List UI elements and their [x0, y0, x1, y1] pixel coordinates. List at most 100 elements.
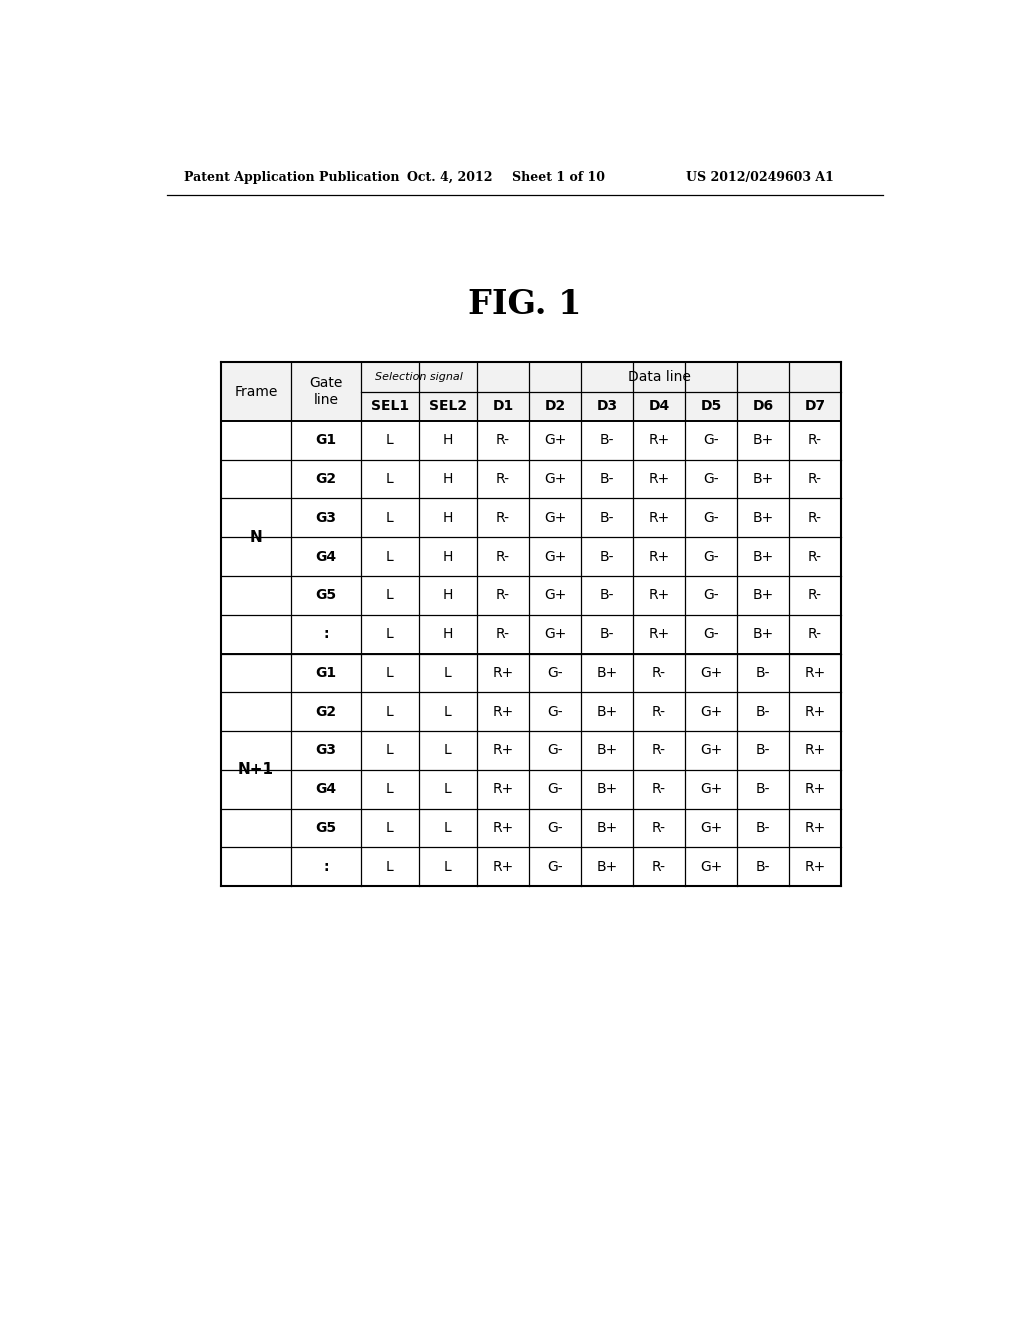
Text: L: L: [386, 511, 393, 525]
Text: B+: B+: [596, 665, 617, 680]
Text: B+: B+: [596, 743, 617, 758]
Text: R+: R+: [648, 473, 670, 486]
Text: H: H: [442, 473, 454, 486]
Text: G4: G4: [315, 783, 336, 796]
Text: B-: B-: [756, 821, 770, 836]
Text: B+: B+: [753, 589, 774, 602]
Bar: [529, 392, 581, 421]
Text: R+: R+: [493, 783, 514, 796]
Text: H: H: [442, 511, 454, 525]
Text: R+: R+: [805, 821, 825, 836]
Text: R+: R+: [648, 627, 670, 642]
Text: L: L: [386, 589, 393, 602]
Text: B-: B-: [600, 627, 614, 642]
Text: H: H: [442, 549, 454, 564]
Text: B+: B+: [753, 433, 774, 447]
Text: R-: R-: [496, 627, 510, 642]
Text: L: L: [386, 473, 393, 486]
Text: R-: R-: [808, 549, 822, 564]
Text: G-: G-: [703, 627, 719, 642]
Text: G-: G-: [703, 589, 719, 602]
Text: G2: G2: [315, 705, 336, 718]
Text: R-: R-: [652, 665, 666, 680]
Text: L: L: [444, 743, 452, 758]
Text: FIG. 1: FIG. 1: [468, 288, 582, 321]
Text: D7: D7: [805, 400, 825, 413]
Text: G+: G+: [699, 665, 722, 680]
Text: D3: D3: [597, 400, 617, 413]
Bar: [221, 363, 360, 421]
Text: B-: B-: [600, 473, 614, 486]
Text: R-: R-: [808, 433, 822, 447]
Text: R-: R-: [496, 433, 510, 447]
Text: R-: R-: [496, 589, 510, 602]
Text: H: H: [442, 589, 454, 602]
Text: G+: G+: [699, 705, 722, 718]
Text: G+: G+: [544, 511, 566, 525]
Text: SEL1: SEL1: [371, 400, 409, 413]
Text: B+: B+: [596, 705, 617, 718]
Text: G-: G-: [547, 859, 563, 874]
Text: G+: G+: [544, 549, 566, 564]
Text: L: L: [444, 783, 452, 796]
Bar: [581, 392, 633, 421]
Text: R+: R+: [648, 433, 670, 447]
Text: R+: R+: [493, 821, 514, 836]
Text: R+: R+: [805, 705, 825, 718]
Text: B+: B+: [596, 783, 617, 796]
Text: R+: R+: [648, 549, 670, 564]
Text: G+: G+: [699, 821, 722, 836]
Text: D6: D6: [753, 400, 773, 413]
Text: L: L: [386, 705, 393, 718]
Text: R-: R-: [808, 589, 822, 602]
Text: Sheet 1 of 10: Sheet 1 of 10: [512, 172, 604, 185]
Text: G1: G1: [315, 665, 336, 680]
Text: B+: B+: [753, 511, 774, 525]
Text: B+: B+: [596, 821, 617, 836]
Text: D4: D4: [648, 400, 670, 413]
Bar: [477, 363, 841, 392]
Text: R-: R-: [808, 511, 822, 525]
Bar: [360, 363, 477, 392]
Text: G-: G-: [547, 783, 563, 796]
Text: L: L: [386, 859, 393, 874]
Text: B-: B-: [756, 665, 770, 680]
Text: G-: G-: [547, 821, 563, 836]
Text: G-: G-: [547, 665, 563, 680]
Text: R+: R+: [493, 705, 514, 718]
Text: SEL2: SEL2: [429, 400, 467, 413]
Text: Selection signal: Selection signal: [375, 372, 463, 381]
Text: L: L: [386, 433, 393, 447]
Text: D1: D1: [493, 400, 514, 413]
Text: G-: G-: [703, 511, 719, 525]
Bar: [419, 392, 477, 421]
Text: R+: R+: [493, 859, 514, 874]
Text: B-: B-: [600, 511, 614, 525]
Text: B+: B+: [753, 473, 774, 486]
Text: L: L: [386, 821, 393, 836]
Text: G+: G+: [544, 589, 566, 602]
Text: G-: G-: [703, 473, 719, 486]
Text: L: L: [386, 783, 393, 796]
Text: R-: R-: [496, 549, 510, 564]
Text: R-: R-: [652, 705, 666, 718]
Text: B-: B-: [756, 783, 770, 796]
Text: R-: R-: [808, 627, 822, 642]
Text: L: L: [386, 627, 393, 642]
Text: G-: G-: [703, 549, 719, 564]
Text: B-: B-: [600, 433, 614, 447]
Text: L: L: [444, 821, 452, 836]
Text: R-: R-: [808, 473, 822, 486]
Text: R-: R-: [652, 783, 666, 796]
Text: :: :: [323, 627, 329, 642]
Text: B+: B+: [753, 549, 774, 564]
Text: R-: R-: [652, 821, 666, 836]
Text: G-: G-: [703, 433, 719, 447]
Text: R+: R+: [493, 665, 514, 680]
Text: US 2012/0249603 A1: US 2012/0249603 A1: [686, 172, 834, 185]
Text: G1: G1: [315, 433, 336, 447]
Text: R+: R+: [805, 783, 825, 796]
Text: R+: R+: [648, 511, 670, 525]
Text: B+: B+: [596, 859, 617, 874]
Text: :: :: [323, 859, 329, 874]
